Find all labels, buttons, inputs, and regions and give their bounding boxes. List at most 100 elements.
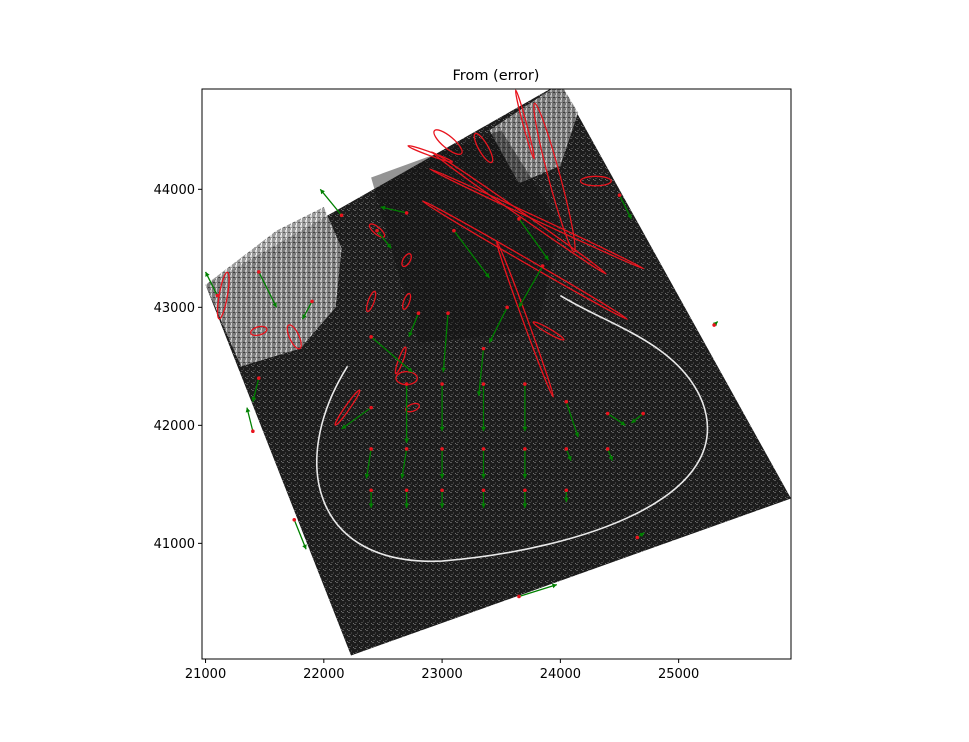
- displacement-vector: [481, 447, 486, 479]
- vector-arrowhead: [631, 418, 637, 423]
- displacement-vector: [380, 205, 409, 215]
- error-ellipse: [401, 292, 412, 310]
- displacement-vector: [368, 488, 374, 508]
- error-ellipse: [286, 324, 302, 350]
- vector-arrowhead: [476, 391, 482, 396]
- displacement-vector: [488, 305, 509, 344]
- displacement-vector: [522, 447, 528, 479]
- vector-arrowhead: [302, 544, 307, 550]
- displacement-vector: [441, 311, 450, 373]
- vector-shaft: [370, 336, 413, 373]
- displacement-vector: [635, 532, 645, 540]
- error-ellipse: [533, 102, 576, 253]
- vector-origin-dot: [256, 376, 261, 380]
- vector-origin-dot: [452, 228, 456, 233]
- displacement-vector: [408, 311, 421, 338]
- plot-frame: [201, 88, 792, 660]
- vector-arrowhead: [320, 189, 325, 195]
- vector-arrowhead: [302, 314, 307, 320]
- error-ellipse: [407, 144, 454, 163]
- vector-shaft: [618, 194, 632, 220]
- vector-arrowhead: [551, 583, 557, 589]
- y-tick-label: 41000: [154, 537, 195, 552]
- vector-shaft: [341, 407, 372, 430]
- vector-origin-dot: [404, 488, 409, 493]
- vector-shaft: [319, 188, 343, 216]
- error-ellipse: [473, 132, 494, 164]
- vector-origin-dot: [523, 382, 527, 386]
- error-ellipse: [495, 240, 554, 398]
- vector-arrowhead: [368, 503, 374, 508]
- vector-origin-dot: [481, 488, 486, 493]
- vector-arrowhead: [205, 271, 210, 277]
- vector-origin-dot: [564, 399, 569, 404]
- displacement-vector: [319, 188, 344, 218]
- error-ellipse: [405, 402, 420, 413]
- vector-arrowhead: [404, 438, 410, 444]
- vector-arrowhead: [627, 213, 632, 219]
- displacement-vector: [439, 382, 445, 432]
- vector-origin-dot: [481, 382, 486, 386]
- displacement-vector: [481, 488, 486, 508]
- vector-origin-dot: [292, 517, 297, 522]
- vector-origin-dot: [369, 488, 373, 493]
- vector-arrowhead: [481, 503, 486, 508]
- vector-origin-dot: [517, 594, 521, 599]
- vector-arrowhead: [522, 474, 528, 479]
- displacement-vector: [439, 488, 445, 508]
- vector-origin-dot: [523, 447, 527, 451]
- vector-arrowhead: [439, 474, 445, 479]
- error-ellipse: [514, 89, 535, 160]
- vector-arrowhead: [439, 426, 445, 432]
- vector-arrowhead: [620, 420, 626, 426]
- vector-origin-dot: [505, 305, 509, 310]
- displacement-vector: [517, 217, 550, 261]
- vector-shaft: [204, 271, 218, 296]
- vector-origin-dot: [369, 335, 373, 339]
- vector-shaft: [565, 401, 579, 438]
- vector-origin-dot: [564, 447, 569, 451]
- vector-origin-dot: [446, 311, 450, 316]
- x-tick-label: 22000: [303, 667, 344, 682]
- vector-arrowhead: [272, 302, 277, 308]
- vector-origin-dot: [605, 447, 610, 451]
- vector-origin-dot: [564, 488, 569, 493]
- vector-arrowhead: [404, 503, 410, 508]
- vector-shaft: [488, 307, 508, 344]
- vector-arrowhead: [481, 426, 486, 432]
- vector-origin-dot: [404, 447, 409, 451]
- displacement-vector: [518, 264, 545, 308]
- vector-origin-dot: [375, 228, 379, 233]
- vector-shaft: [518, 218, 550, 261]
- displacement-vector: [605, 411, 626, 426]
- vector-shaft: [518, 265, 544, 308]
- error-ellipse: [428, 168, 645, 270]
- vector-arrowhead: [489, 337, 494, 343]
- ice-stream-channel: [371, 130, 561, 343]
- vector-origin-dot: [540, 264, 545, 268]
- error-ellipse: [401, 253, 412, 268]
- error-ellipse: [579, 175, 612, 187]
- x-tick-label: 25000: [658, 667, 699, 682]
- vector-origin-dot: [523, 488, 527, 493]
- vector-origin-dot: [369, 447, 373, 451]
- error-ellipse-layer: [216, 89, 645, 426]
- x-tick-label: 24000: [540, 667, 581, 682]
- vector-arrowhead: [484, 272, 490, 278]
- vector-origin-dot: [251, 429, 255, 434]
- error-ellipse: [365, 290, 377, 313]
- vector-arrowhead: [407, 367, 413, 373]
- vector-shaft: [258, 271, 278, 308]
- vector-origin-dot: [440, 382, 444, 386]
- displacement-vector: [452, 228, 490, 279]
- vector-origin-dot: [369, 405, 373, 410]
- displacement-vector: [292, 517, 307, 550]
- vector-arrowhead: [522, 503, 528, 508]
- vector-origin-dot: [404, 382, 409, 386]
- vector-shaft: [442, 313, 449, 373]
- vector-origin-dot: [339, 213, 344, 218]
- vector-arrowhead: [608, 455, 613, 461]
- vector-shaft: [401, 448, 408, 479]
- glacier-front-outline: [316, 294, 709, 562]
